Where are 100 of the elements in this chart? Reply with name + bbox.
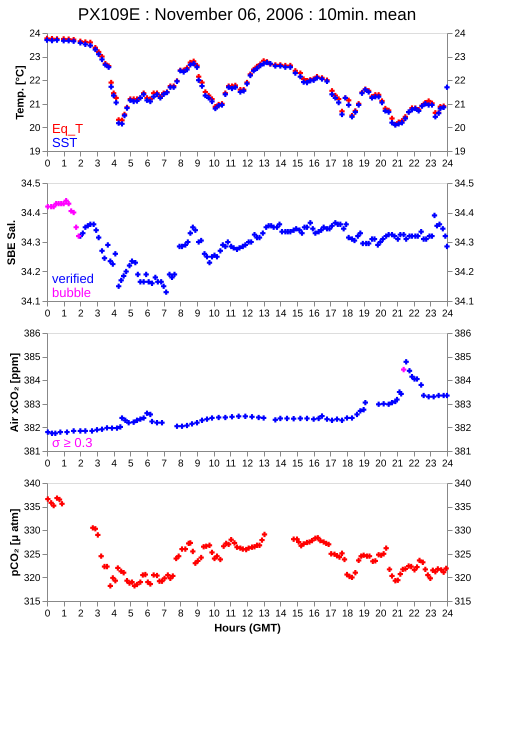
y2-tick-label: 24	[454, 28, 466, 40]
x-tick-label: 17	[325, 308, 337, 320]
x-tick-label: 9	[194, 458, 201, 470]
x-tick-label: 19	[358, 158, 370, 170]
y-tick-label: 34.3	[21, 238, 41, 248]
x-tick-label: 9	[194, 608, 201, 620]
x-tick-label: 24	[442, 158, 454, 170]
x-tick-label: 3	[94, 458, 101, 470]
x-tick-label: 4	[111, 308, 118, 320]
x-tick-label: 16	[308, 308, 320, 320]
y-tick-label: 19	[29, 146, 41, 158]
x-tick-label: 7	[161, 158, 168, 170]
y-tick-label: 382	[24, 422, 41, 434]
x-tick-label: 19	[358, 608, 370, 620]
y2-tick-label: 330	[454, 526, 472, 537]
x-tick-label: 21	[392, 158, 404, 170]
x-tick-label: 23	[425, 458, 437, 470]
y2-tick-label: 315	[454, 596, 472, 608]
x-tick-label: 0	[44, 158, 51, 170]
x-tick-label: 16	[308, 158, 320, 170]
x-tick-label: 15	[292, 158, 304, 170]
x-tick-label: 5	[128, 608, 134, 620]
y-tick-label: 21	[29, 99, 41, 110]
x-tick-label: 12	[242, 608, 254, 620]
x-tick-label: 21	[392, 458, 404, 470]
x-tick-label: 13	[258, 158, 270, 170]
chart-title: PX109E : November 06, 2006 : 10min. mean	[78, 5, 416, 24]
y-tick-label: 22	[29, 76, 41, 87]
x-tick-label: 2	[78, 608, 84, 620]
x-tick-label: 21	[392, 608, 404, 620]
x-tick-label: 13	[258, 608, 270, 620]
x-tick-label: 1	[61, 458, 68, 470]
x-tick-label: 13	[258, 308, 270, 320]
x-tick-label: 7	[161, 458, 168, 470]
y-tick-label: 315	[24, 596, 41, 608]
x-tick-label: 4	[111, 608, 118, 620]
x-tick-label: 6	[144, 608, 151, 620]
y-tick-label: 24	[29, 28, 41, 40]
x-tick-label: 13	[258, 458, 270, 470]
x-tick-label: 22	[408, 608, 420, 620]
y2-tick-label: 34.3	[454, 238, 474, 248]
y-tick-label: 34.5	[21, 178, 41, 190]
x-tick-label: 11	[226, 458, 236, 470]
x-tick-label: 24	[442, 608, 454, 620]
x-tick-label: 5	[128, 308, 134, 320]
x-tick-label: 19	[358, 458, 370, 470]
x-tick-label: 24	[442, 458, 454, 470]
y2-tick-label: 382	[454, 422, 472, 434]
y2-tick-label: 19	[454, 146, 466, 158]
x-tick-label: 12	[242, 458, 254, 470]
y2-tick-label: 320	[454, 572, 472, 584]
text: σ ≥ 0.3	[52, 435, 92, 450]
x-tick-label: 6	[144, 458, 151, 470]
x-tick-label: 6	[144, 158, 151, 170]
x-tick-label: 23	[425, 158, 437, 170]
y2-tick-label: 22	[454, 76, 466, 87]
x-tick-label: 20	[375, 458, 387, 470]
x-tick-label: 0	[44, 458, 51, 470]
x-tick-label: 12	[242, 308, 254, 320]
x-tick-label: 14	[275, 158, 287, 170]
x-tick-label: 18	[342, 158, 354, 170]
x-tick-label: 23	[425, 308, 437, 320]
y2-tick-label: 34.5	[454, 178, 474, 190]
y-tick-label: 320	[24, 572, 41, 584]
x-tick-label: 14	[275, 308, 287, 320]
y-axis-title: Air xCO₂ [ppm]	[8, 352, 21, 432]
x-axis-title: Hours (GMT)	[214, 622, 282, 634]
x-tick-label: 20	[375, 308, 387, 320]
x-tick-label: 18	[342, 308, 354, 320]
text: bubble	[52, 285, 92, 300]
y-tick-label: 23	[29, 52, 41, 64]
x-tick-label: 1	[61, 158, 68, 170]
x-tick-label: 17	[325, 458, 337, 470]
x-tick-label: 4	[111, 158, 118, 170]
x-tick-label: 1	[61, 308, 68, 320]
point	[74, 224, 79, 230]
x-tick-label: 6	[144, 308, 151, 320]
x-tick-label: 18	[342, 458, 354, 470]
x-tick-label: 9	[194, 158, 201, 170]
y-tick-label: 385	[24, 352, 41, 364]
y2-tick-label: 34.4	[454, 208, 474, 219]
y-tick-label: 325	[24, 549, 41, 560]
y-tick-label: 330	[24, 526, 41, 537]
y2-tick-label: 21	[454, 99, 466, 110]
x-tick-label: 3	[94, 158, 101, 170]
x-tick-label: 10	[208, 158, 220, 170]
y-axis-title: SBE Sal.	[6, 220, 18, 266]
x-tick-label: 22	[408, 458, 420, 470]
x-tick-label: 8	[178, 608, 184, 620]
y-axis-title: Temp. [°C]	[14, 65, 26, 120]
x-tick-label: 11	[226, 308, 236, 320]
y2-tick-label: 340	[454, 478, 472, 490]
x-tick-label: 17	[325, 158, 337, 170]
y2-tick-label: 386	[454, 328, 472, 340]
text: SST	[52, 135, 78, 150]
x-tick-label: 4	[111, 458, 118, 470]
x-tick-label: 9	[194, 308, 201, 320]
y-tick-label: 381	[24, 446, 41, 458]
y-tick-label: 384	[24, 376, 41, 387]
y2-tick-label: 384	[454, 376, 472, 387]
